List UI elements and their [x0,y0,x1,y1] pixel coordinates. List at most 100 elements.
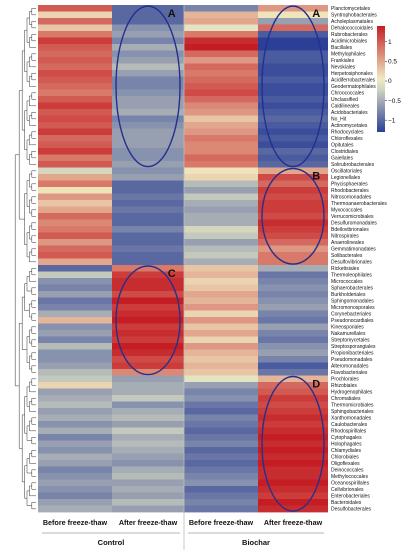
heatmap-cell [184,135,258,142]
heatmap-cell [38,226,112,233]
row-label: Clostridiales [331,149,359,155]
heatmap-cell [258,310,328,318]
row-label: Geodermatophilales [331,84,376,90]
heatmap-cell [258,414,328,422]
heatmap-cell [112,466,184,474]
row-label: Deinococcales [331,468,364,474]
row-label: Unclassified [331,97,358,103]
heatmap-cell [184,141,258,149]
heatmap-cell [184,44,258,51]
heatmap-cell [258,180,328,188]
legend-colorbar [377,26,385,132]
heatmap-cell [258,349,328,357]
row-label: Methylococcales [331,474,368,480]
heatmap-cell [38,148,112,155]
heatmap-cell [258,161,328,168]
heatmap-cell [112,122,184,129]
heatmap-cell [112,63,184,71]
heatmap-cell [184,375,258,383]
heatmap-cell [258,70,328,77]
heatmap-cell [184,343,258,350]
heatmap-cell [38,31,112,38]
heatmap-cell [38,44,112,51]
heatmap-cell [112,414,184,422]
heatmap-cell [258,473,328,480]
row-label: Alteromonadales [331,364,369,370]
heatmap-cell [112,245,184,253]
heatmap-cell [184,31,258,38]
heatmap-cell [184,460,258,467]
heatmap-cell [38,200,112,207]
row-label: Thermomicrobiales [331,403,374,409]
heatmap-cell [184,356,258,363]
heatmap-cell [184,37,258,45]
heatmap-cell [38,453,112,461]
row-label: Sphingomonadales [331,299,374,305]
heatmap-cell [112,492,184,500]
heatmap-cell [38,102,112,110]
heatmap-cell [112,479,184,487]
color-legend: 1 0.5 0 −0.5 −1 [377,26,401,132]
row-label: Legionellales [331,175,361,181]
row-label: Bdellovibrionales [331,227,369,233]
heatmap-cell [258,388,328,396]
region-annotations: A A B C D [115,5,325,512]
row-label: Oscillatoriales [331,169,363,175]
heatmap-cell [112,382,184,389]
heatmap-cell [112,440,184,448]
heatmap-cell [184,50,258,58]
heatmap-cell [38,375,112,383]
heatmap-cell [112,310,184,318]
heatmap-cell [38,24,112,32]
legend-tick-label: 1 [388,39,392,46]
row-label: Syntrophobacterales [331,13,377,19]
heatmap-cell [38,128,112,136]
column-labels: Before freeze-thaw After freeze-thaw Befor… [43,518,323,527]
heatmap-cell [258,343,328,350]
heatmap-cell [258,219,328,227]
heatmap-cell [38,252,112,259]
row-label: Myxococcales [331,208,363,214]
heatmap-cell [184,11,258,19]
row-label: Burkholderiales [331,292,366,298]
heatmap-cell [184,89,258,97]
heatmap-cell [38,161,112,168]
region-label: D [312,379,320,391]
heatmap-cell [112,460,184,467]
heatmap-cell [38,18,112,25]
row-label: Sphingobacteriales [331,409,374,415]
row-label: Chromatiales [331,396,361,402]
heatmap-cell [38,343,112,350]
heatmap-cell [258,330,328,337]
heatmap-cell [258,505,328,513]
row-label: Flavobacteriales [331,370,368,376]
heatmap-cell [258,206,328,214]
heatmap-cell [112,349,184,357]
heatmap-cell [38,180,112,188]
heatmap-cell [184,239,258,246]
heatmap-cell [184,213,258,220]
heatmap-cell [112,323,184,331]
heatmap-cell [112,18,184,25]
row-label: Rhodobacterales [331,188,369,194]
heatmap-cell [184,148,258,155]
heatmap-cell [184,271,258,279]
row-label: Solirubrobacterales [331,162,375,168]
heatmap-cell [38,232,112,240]
heatmap-cell [184,57,258,64]
row-label: Desulfuromonadales [331,221,377,227]
heatmap-cell [184,382,258,389]
heatmap-cell [112,70,184,77]
heatmap-cell [38,174,112,181]
row-label: Caldilineales [331,104,360,110]
heatmap-cell [38,473,112,480]
heatmap-cell [184,284,258,292]
heatmap-cell [184,63,258,71]
heatmap-cell [258,5,328,12]
heatmap-cell [112,141,184,149]
heatmap-cell [38,213,112,220]
heatmap-cell [38,505,112,513]
heatmap-cell [112,76,184,84]
heatmap-cell [184,161,258,168]
heatmap-cell [112,362,184,370]
